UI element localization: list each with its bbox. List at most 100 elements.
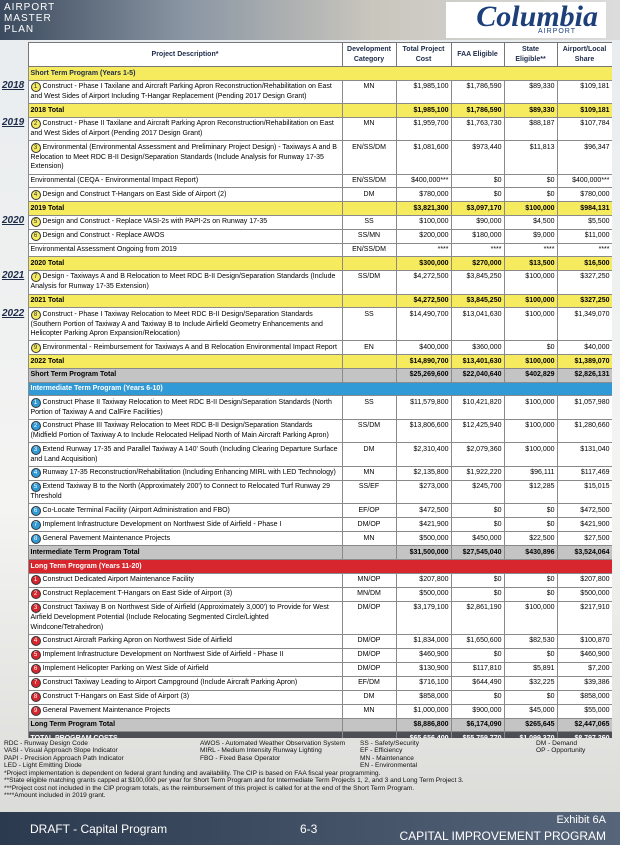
project-number: 8 <box>30 533 41 544</box>
description-cell: Short Term Program Total <box>27 367 343 383</box>
category-cell <box>341 201 397 216</box>
item-row: 3 Environmental (Environmental Assessment… <box>0 140 612 175</box>
amount-cell: $13,500 <box>503 256 558 271</box>
project-number: 5 <box>30 650 41 661</box>
category-cell: EF/OP <box>341 503 397 519</box>
year-cell: 2020 <box>2 215 25 227</box>
category-cell: SS/EF <box>341 479 397 505</box>
category-cell <box>341 354 397 369</box>
year-cell <box>0 704 28 718</box>
amount-cell: $117,810 <box>450 661 505 677</box>
item-row: 6 Design and Construct - Replace AWOS SS/M… <box>0 228 612 244</box>
amount-cell: $780,000 <box>395 187 452 203</box>
year-cell <box>0 396 28 420</box>
column-header: FAA Eligible <box>450 42 505 67</box>
amount-cell: $8,886,800 <box>395 717 452 733</box>
category-cell: MN/OP <box>341 572 397 588</box>
amount-cell: $1,349,070 <box>556 307 612 342</box>
category-cell <box>341 293 397 309</box>
category-cell: DM/OP <box>341 647 397 663</box>
amount-cell: $0 <box>450 689 505 705</box>
amount-cell: $16,500 <box>556 256 612 271</box>
description: Implement Infrastructure Development on … <box>42 520 282 528</box>
description: Construct Aircraft Parking Apron on Nort… <box>42 637 232 645</box>
amount-cell: $1,834,000 <box>395 633 452 649</box>
year-cell <box>0 718 28 732</box>
grand-row: TOTAL PROGRAM COSTS $65,656,400$55,759,77… <box>0 731 612 738</box>
amount-cell: $0 <box>450 517 505 533</box>
amount-cell: $22,500 <box>503 531 558 547</box>
amount-cell: $25,269,600 <box>395 367 452 383</box>
item-row: 2020 5 Design and Construct - Replace VASI… <box>0 214 612 230</box>
amount-cell: $245,700 <box>450 479 505 505</box>
description-cell: 6 Implement Helicopter Parking on West Si… <box>27 661 343 677</box>
description: Long Term Program Total <box>30 721 116 729</box>
amount-cell: $265,645 <box>503 717 558 733</box>
amount-cell: $0 <box>503 187 558 203</box>
category-cell: SS/DM <box>341 418 397 444</box>
description-cell: 1 Construct - Phase I Taxilane and Aircra… <box>27 79 343 105</box>
category-cell: DM <box>341 442 397 467</box>
year-cell <box>0 341 28 355</box>
column-header: Total Project Cost <box>395 42 452 67</box>
amount-cell: $780,000 <box>556 187 612 203</box>
amount-cell: $207,800 <box>556 572 612 588</box>
description-cell: 3 Extend Runway 17-35 and Parallel Taxiwa… <box>27 442 343 467</box>
item-row: 8 General Pavement Maintenance Projects MN… <box>0 531 612 547</box>
table-container: Project Description* Development Category… <box>0 42 612 738</box>
amount-cell: $130,900 <box>395 661 452 677</box>
description-cell: 6 Design and Construct - Replace AWOS <box>27 228 343 244</box>
category-cell <box>341 545 397 561</box>
amount-cell: $1,763,730 <box>450 116 505 142</box>
amount-cell: $5,891 <box>503 661 558 677</box>
amount-cell: $421,900 <box>395 517 452 533</box>
category-cell <box>341 367 397 383</box>
project-number: 4 <box>30 636 41 647</box>
description-cell: 8 Construct T-Hangars on East Side of Air… <box>27 689 343 705</box>
amount-cell: $107,784 <box>556 116 612 142</box>
legend-column: DM - Demand OP - Opportunity <box>536 740 585 755</box>
category-cell: MN <box>341 531 397 547</box>
amount-cell: $27,545,040 <box>450 545 505 561</box>
description-cell: 5 Extend Taxiway B to the North (Approxim… <box>27 479 343 505</box>
amount-cell: $460,900 <box>395 647 452 663</box>
amount-cell: $109,181 <box>556 79 612 105</box>
logo: Columbia AIRPORT <box>446 0 606 38</box>
amount-cell: $900,000 <box>450 703 505 719</box>
description: Intermediate Term Program Total <box>30 548 140 556</box>
amount-cell: $858,000 <box>395 689 452 705</box>
item-row: 2 Construct Phase III Taxiway Relocation … <box>0 418 612 444</box>
amount-cell: $14,890,700 <box>395 354 452 369</box>
description: 2018 Total <box>30 106 65 114</box>
amount-cell: $200,000 <box>395 228 452 244</box>
description-cell: 9 General Pavement Maintenance Projects <box>27 703 343 719</box>
item-row: 7 Construct Taxiway Leading to Airport Ca… <box>0 675 612 691</box>
description: 2022 Total <box>30 357 65 365</box>
amount-cell: $207,800 <box>395 572 452 588</box>
legend-column: SS - Safety/Security EF - Efficiency MN - … <box>360 740 419 770</box>
amount-cell: $82,530 <box>503 633 558 649</box>
item-row: 9 General Pavement Maintenance Projects MN… <box>0 703 612 719</box>
amount-cell: $421,900 <box>556 517 612 533</box>
description-cell: 8 General Pavement Maintenance Projects <box>27 531 343 547</box>
section-cell: Long Term Program (Years 11-20) <box>27 559 612 574</box>
description: Construct Taxiway B on Northwest Side of… <box>30 604 329 631</box>
year-cell <box>0 368 28 382</box>
amount-cell: $2,079,360 <box>450 442 505 467</box>
project-number: 9 <box>30 706 41 717</box>
amount-cell: $12,425,940 <box>450 418 505 444</box>
description: Environmental Assessment Ongoing from 20… <box>30 246 177 254</box>
amount-cell: $100,000 <box>503 269 558 295</box>
project-number: 9 <box>30 342 41 353</box>
year-cell <box>0 532 28 546</box>
description: Construct Dedicated Airport Maintenance … <box>42 576 194 584</box>
project-number: 8 <box>30 309 41 320</box>
amount-cell: $2,447,065 <box>556 717 612 733</box>
amount-cell: $472,500 <box>556 503 612 519</box>
amount-cell: $500,000 <box>395 586 452 602</box>
project-number: 6 <box>30 505 41 516</box>
description: Short Term Program Total <box>30 371 117 379</box>
description-cell: 2022 Total <box>27 354 343 369</box>
description-cell: Environmental Assessment Ongoing from 20… <box>27 242 343 258</box>
amount-cell: $11,000 <box>556 228 612 244</box>
